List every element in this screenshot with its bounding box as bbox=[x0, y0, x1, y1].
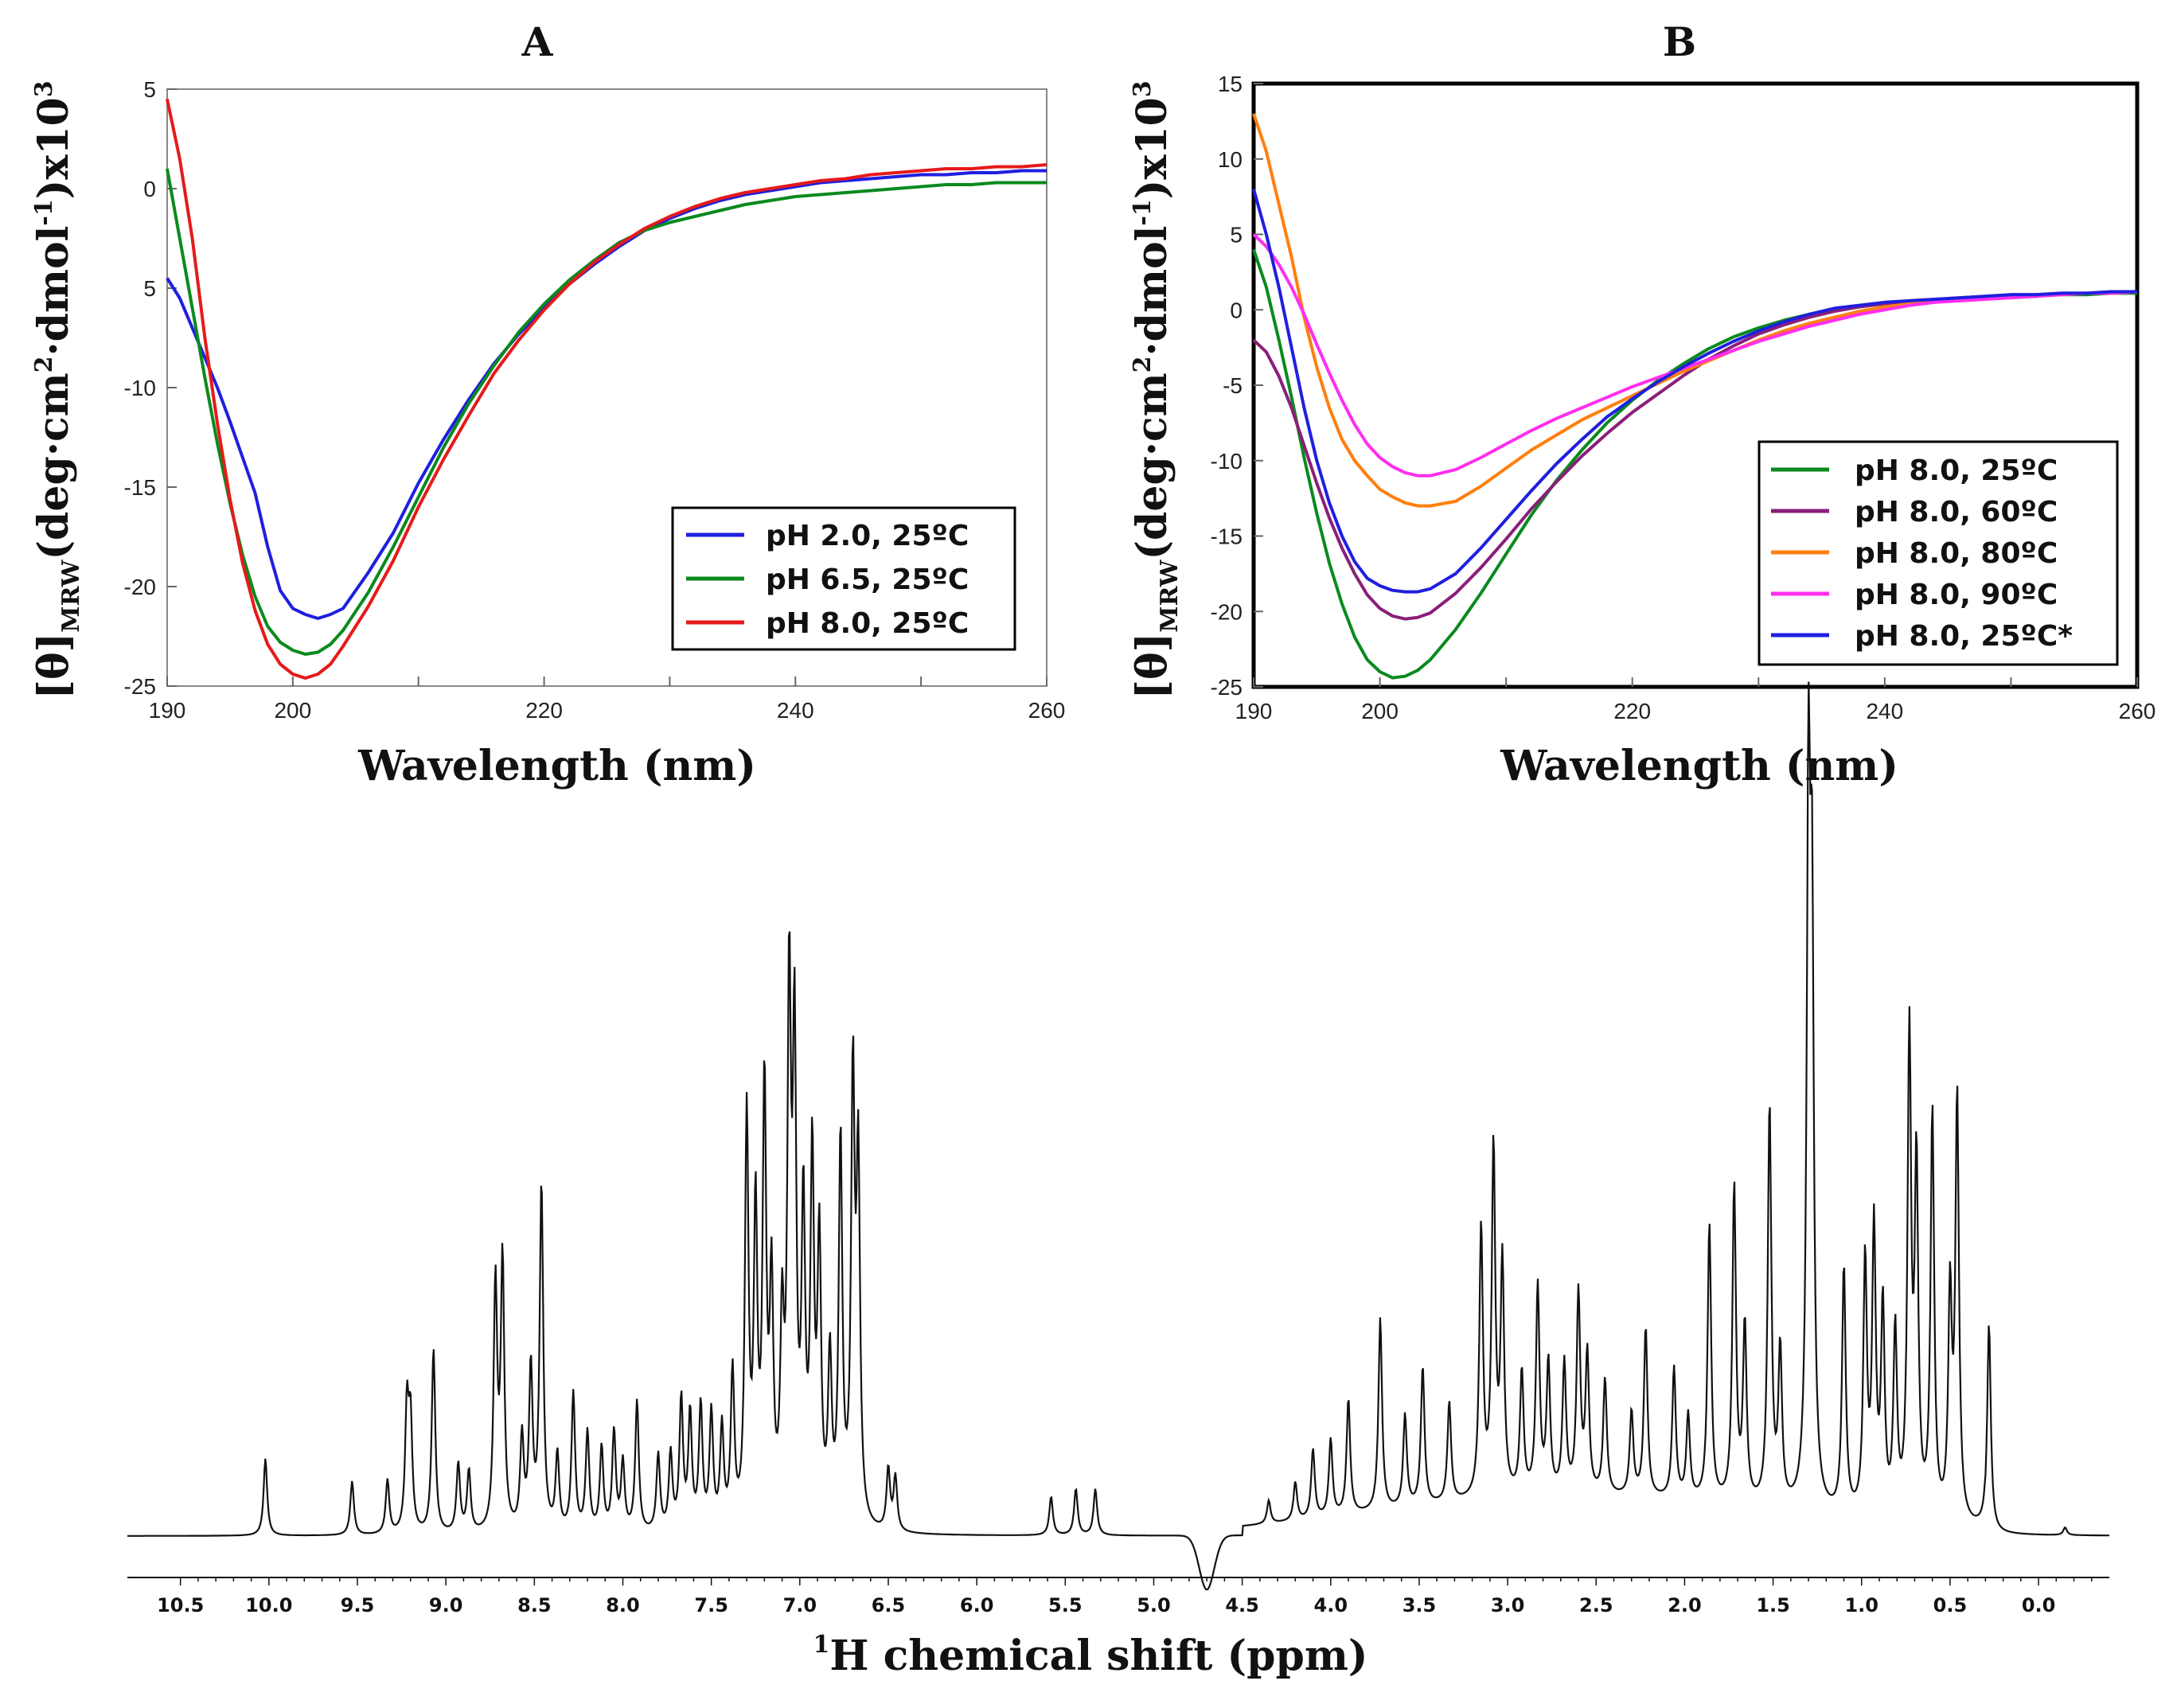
chart-a-x-axis-title: Wavelength (nm) bbox=[357, 742, 756, 790]
chart-a-y-tick-label: 5 bbox=[143, 276, 156, 301]
chart-b-y-tick-label: -15 bbox=[1211, 524, 1243, 549]
chart-b-y-tick-label: 15 bbox=[1218, 72, 1243, 96]
chart-a-series-line-2 bbox=[166, 99, 1047, 680]
chart-a-x-tick-label: 220 bbox=[525, 698, 563, 723]
chart-b-series-line-3 bbox=[1252, 233, 2138, 478]
chart-a-x-ticks: 190 200 220 240 260 bbox=[149, 677, 1066, 723]
nmr-x-tick-label: 9.0 bbox=[429, 1594, 463, 1616]
chart-b-y-tick-label: -20 bbox=[1211, 599, 1243, 624]
nmr-x-tick-label: 0.5 bbox=[1933, 1594, 1968, 1616]
chart-b-x-tick-label: 190 bbox=[1235, 699, 1273, 723]
legend-a-label-1: pH 6.5, 25ºC bbox=[766, 563, 969, 596]
chart-a-y-tick-label: -15 bbox=[124, 475, 156, 500]
nmr-x-tick-label: 7.5 bbox=[694, 1594, 728, 1616]
legend-a-label-0: pH 2.0, 25ºC bbox=[766, 520, 969, 552]
chart-a-y-tick-label: 5 bbox=[143, 77, 156, 102]
nmr-x-tick-label: 9.5 bbox=[341, 1594, 375, 1616]
chart-b-series-line-4 bbox=[1252, 189, 2137, 594]
nmr-x-tick-label: 1.0 bbox=[1844, 1594, 1878, 1616]
chart-a-y-tick-label: -20 bbox=[124, 575, 156, 599]
nmr-x-tick-label: 10.0 bbox=[245, 1594, 292, 1616]
nmr-x-tick-label: 10.5 bbox=[157, 1594, 204, 1616]
nmr-x-tick-label: 2.5 bbox=[1579, 1594, 1613, 1616]
chart-a-y-tick-label: -25 bbox=[124, 674, 156, 699]
nmr-x-tick-label: 8.0 bbox=[606, 1594, 640, 1616]
nmr-x-tick-label: 5.5 bbox=[1048, 1594, 1083, 1616]
nmr-x-tick-label: 4.0 bbox=[1314, 1594, 1348, 1616]
legend-b-label-2: pH 8.0, 80ºC bbox=[1855, 537, 2058, 570]
chart-b-legend: pH 8.0, 25ºC pH 8.0, 60ºC pH 8.0, 80ºC p… bbox=[1758, 440, 2119, 666]
nmr-x-tick-label: 0.0 bbox=[2022, 1594, 2056, 1616]
nmr-x-tick-label: 6.5 bbox=[872, 1594, 906, 1616]
chart-a-y-tick-label: -10 bbox=[124, 376, 156, 400]
chart-b-series bbox=[1252, 113, 2138, 680]
legend-b-label-1: pH 8.0, 60ºC bbox=[1855, 496, 2058, 528]
chart-a-legend: pH 2.0, 25ºC pH 6.5, 25ºC pH 8.0, 25ºC bbox=[671, 506, 1016, 651]
nmr-x-tick-label: 5.0 bbox=[1137, 1594, 1171, 1616]
chart-b-x-tick-label: 260 bbox=[2119, 699, 2156, 723]
legend-b-label-0: pH 8.0, 25ºC bbox=[1855, 454, 2058, 487]
panel-a-title: A bbox=[521, 18, 554, 65]
chart-a-x-tick-label: 190 bbox=[149, 698, 186, 723]
chart-a-y-tick-label: 0 bbox=[143, 177, 156, 201]
chart-a-y-axis-title: [θ]MRW(deg·cm2·dmol-1)x103 bbox=[29, 80, 85, 699]
chart-b-x-tick-label: 240 bbox=[1866, 699, 1903, 723]
nmr-x-ticks: 10.5 10.0 9.5 9.0 8.5 8.0 7.5 7.0 6.5 6.0 5.5 5.0 4.… bbox=[157, 1577, 2093, 1616]
panel-b-title: B bbox=[1663, 18, 1696, 65]
chart-a-series-line-1 bbox=[166, 168, 1047, 656]
nmr-x-tick-label: 2.0 bbox=[1668, 1594, 1702, 1616]
nmr-x-tick-label: 3.0 bbox=[1491, 1594, 1525, 1616]
nmr-x-tick-label: 3.5 bbox=[1403, 1594, 1437, 1616]
legend-a-label-2: pH 8.0, 25ºC bbox=[766, 607, 969, 640]
chart-a-x-tick-label: 240 bbox=[777, 698, 814, 723]
nmr-x-tick-label: 8.5 bbox=[517, 1594, 552, 1616]
nmr-spectrum-trace bbox=[127, 681, 2109, 1591]
chart-b-y-tick-label: 0 bbox=[1230, 298, 1243, 322]
chart-b-y-tick-label: 10 bbox=[1218, 147, 1243, 172]
nmr-x-tick-label: 1.5 bbox=[1756, 1594, 1790, 1616]
chart-b-y-tick-label: -10 bbox=[1211, 449, 1243, 474]
legend-b-label-4: pH 8.0, 25ºC* bbox=[1855, 620, 2073, 653]
legend-b-label-3: pH 8.0, 90ºC bbox=[1855, 579, 2058, 611]
chart-b-y-tick-label: 5 bbox=[1230, 223, 1243, 248]
chart-b-y-axis-title: [θ]MRW(deg·cm2·dmol-1)x103 bbox=[1128, 80, 1184, 699]
chart-b-x-tick-label: 200 bbox=[1361, 699, 1399, 723]
chart-a: 5 0 5 -10 -15 -20 -25 190 200 220 240 260 Waveleng… bbox=[29, 77, 1065, 790]
chart-a-x-tick-label: 200 bbox=[274, 698, 311, 723]
nmr-x-tick-label: 4.5 bbox=[1225, 1594, 1259, 1616]
nmr-x-axis-title: 1H chemical shift (ppm) bbox=[813, 1631, 1368, 1680]
chart-b-x-tick-label: 220 bbox=[1613, 699, 1651, 723]
chart-a-series bbox=[166, 99, 1047, 680]
nmr-x-tick-label: 7.0 bbox=[783, 1594, 817, 1616]
chart-b-y-tick-label: -5 bbox=[1223, 373, 1243, 398]
chart-b-x-axis-title: Wavelength (nm) bbox=[1500, 742, 1898, 790]
chart-b-y-tick-label: -25 bbox=[1211, 675, 1243, 700]
nmr-x-tick-label: 6.0 bbox=[960, 1594, 994, 1616]
chart-a-y-ticks: 5 0 5 -10 -15 -20 -25 bbox=[124, 77, 177, 699]
chart-a-x-tick-label: 260 bbox=[1028, 698, 1066, 723]
chart-b: 15 10 5 0 -5 -10 -15 -20 -25 190 200 220 240 260 Wav… bbox=[1128, 72, 2155, 790]
chart-b-x-ticks: 190 200 220 240 260 bbox=[1235, 677, 2156, 723]
chart-b-y-ticks: 15 10 5 0 -5 -10 -15 -20 -25 bbox=[1211, 72, 1263, 700]
nmr-spectrum: 10.5 10.0 9.5 9.0 8.5 8.0 7.5 7.0 6.5 6.0 5.5 5.0 4.… bbox=[127, 681, 2109, 1680]
